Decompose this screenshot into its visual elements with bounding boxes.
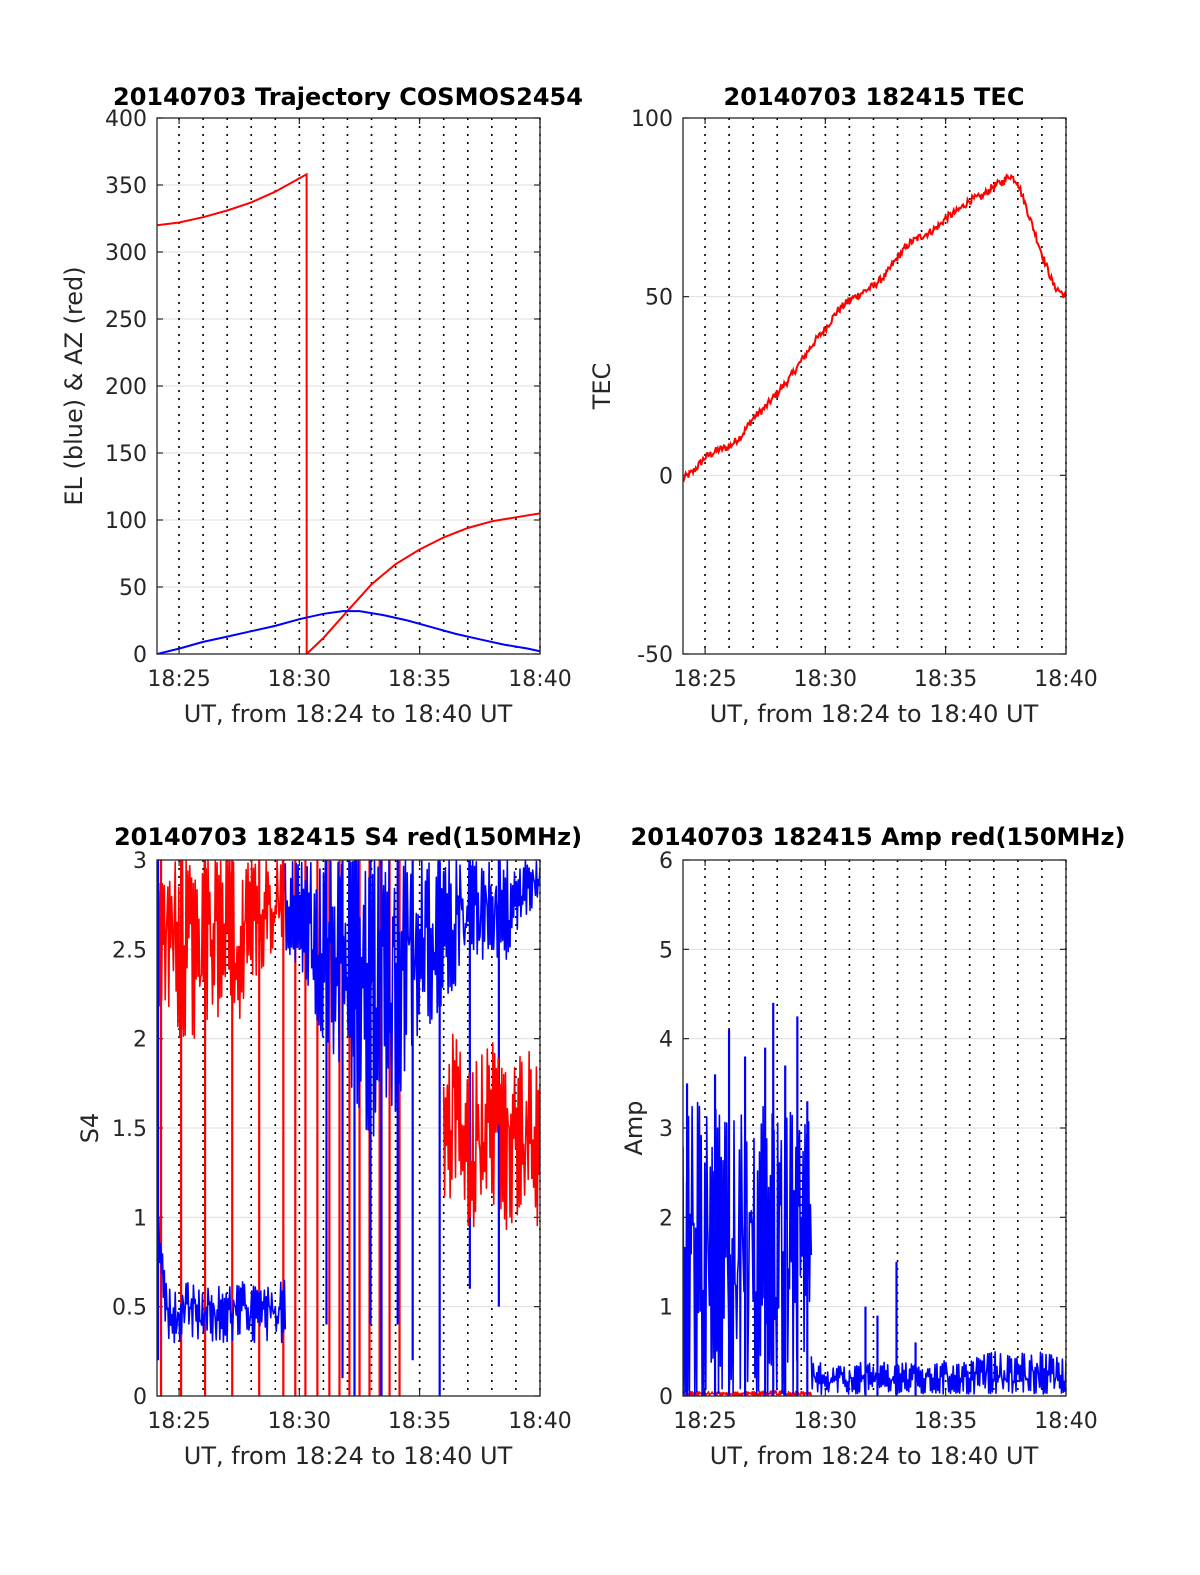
x-tick-label: 18:35	[914, 1409, 977, 1434]
x-tick-label: 18:35	[914, 667, 977, 692]
y-tick-label: 100	[631, 107, 673, 132]
s4-title: 20140703 182415 S4 red(150MHz)	[114, 823, 582, 851]
y-tick-label: 0.5	[112, 1296, 147, 1321]
y-tick-label: 50	[119, 576, 147, 601]
series-line	[157, 172, 540, 654]
y-tick-label: 1	[659, 1296, 673, 1321]
x-tick-label: 18:25	[147, 667, 210, 692]
amp-panel: 20140703 182415 Amp red(150MHz) UT, from…	[620, 823, 1125, 1470]
y-tick-label: 2	[659, 1206, 673, 1231]
y-tick-label: 50	[645, 286, 673, 311]
y-tick-label: 150	[105, 442, 147, 467]
axes-frame	[156, 117, 541, 655]
y-tick-label: 0	[659, 464, 673, 489]
y-tick-label: 3	[659, 1117, 673, 1142]
y-tick-label: 400	[105, 107, 147, 132]
x-tick-label: 18:40	[1034, 667, 1097, 692]
tec-ylabel: TEC	[588, 363, 616, 411]
y-tick-label: -50	[637, 643, 673, 668]
y-tick-label: 2.5	[112, 938, 147, 963]
series-2	[157, 1202, 287, 1344]
x-tick-label: 18:40	[1034, 1409, 1097, 1434]
series-band	[157, 860, 287, 1039]
amp-title: 20140703 182415 Amp red(150MHz)	[631, 823, 1126, 851]
x-tick-label: 18:30	[794, 667, 857, 692]
trajectory-xlabel: UT, from 18:24 to 18:40 UT	[184, 700, 513, 728]
amp-ylabel: Amp	[620, 1100, 648, 1155]
series-line	[157, 610, 540, 654]
s4-panel: 20140703 182415 S4 red(150MHz) UT, from …	[76, 823, 582, 1470]
x-tick-label: 18:30	[268, 667, 331, 692]
tec-title: 20140703 182415 TEC	[724, 83, 1025, 111]
trajectory-title: 20140703 Trajectory COSMOS2454	[113, 83, 583, 111]
series-4	[157, 860, 500, 1396]
x-tick-label: 18:40	[508, 1409, 571, 1434]
y-tick-label: 350	[105, 174, 147, 199]
tec-panel: 20140703 182415 TEC UT, from 18:24 to 18…	[588, 83, 1098, 728]
series-0	[683, 173, 1066, 483]
y-tick-label: 1.5	[112, 1117, 147, 1142]
series-band	[683, 1101, 813, 1396]
x-tick-label: 18:25	[673, 667, 736, 692]
series-3	[810, 1351, 1066, 1396]
axes-frame	[156, 859, 541, 1397]
y-tick-label: 0	[659, 1385, 673, 1410]
series-band	[157, 1202, 287, 1344]
series-band	[442, 1033, 540, 1230]
series-5	[442, 1033, 540, 1230]
series-0	[157, 860, 287, 1039]
series-line	[683, 173, 1066, 483]
y-tick-label: 300	[105, 241, 147, 266]
y-tick-label: 200	[105, 375, 147, 400]
y-tick-label: 250	[105, 308, 147, 333]
tec-xlabel: UT, from 18:24 to 18:40 UT	[710, 700, 1039, 728]
series-band	[810, 1351, 1066, 1396]
x-tick-label: 18:25	[673, 1409, 736, 1434]
y-tick-label: 2	[133, 1028, 147, 1053]
x-tick-label: 18:30	[268, 1409, 331, 1434]
x-tick-label: 18:25	[147, 1409, 210, 1434]
y-tick-label: 6	[659, 849, 673, 874]
series-0	[157, 172, 540, 654]
y-tick-label: 5	[659, 938, 673, 963]
axes-frame	[682, 859, 1067, 1397]
series-1	[683, 1101, 813, 1396]
s4-ylabel: S4	[76, 1113, 104, 1144]
y-tick-label: 3	[133, 849, 147, 874]
s4-xlabel: UT, from 18:24 to 18:40 UT	[184, 1442, 513, 1470]
y-tick-label: 1	[133, 1206, 147, 1231]
x-tick-label: 18:30	[794, 1409, 857, 1434]
x-tick-label: 18:35	[388, 1409, 451, 1434]
series-1	[157, 610, 540, 654]
amp-xlabel: UT, from 18:24 to 18:40 UT	[710, 1442, 1039, 1470]
x-tick-label: 18:35	[388, 667, 451, 692]
trajectory-panel: 20140703 Trajectory COSMOS2454 UT, from …	[60, 83, 583, 728]
y-tick-label: 0	[133, 643, 147, 668]
y-tick-label: 100	[105, 509, 147, 534]
trajectory-ylabel: EL (blue) & AZ (red)	[60, 266, 88, 505]
y-tick-label: 0	[133, 1385, 147, 1410]
series-2	[685, 1002, 917, 1396]
axes-frame	[682, 117, 1067, 655]
y-tick-label: 4	[659, 1028, 673, 1053]
x-tick-label: 18:40	[508, 667, 571, 692]
